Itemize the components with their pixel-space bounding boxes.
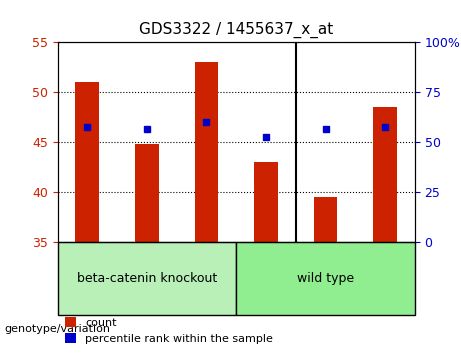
FancyBboxPatch shape <box>58 242 236 315</box>
Bar <box>254 162 278 242</box>
Bar <box>195 62 219 242</box>
Legend: count, percentile rank within the sample: count, percentile rank within the sample <box>61 313 278 348</box>
Text: genotype/variation: genotype/variation <box>5 324 111 334</box>
Bar <box>76 82 99 242</box>
Bar <box>135 144 159 242</box>
Title: GDS3322 / 1455637_x_at: GDS3322 / 1455637_x_at <box>139 22 333 38</box>
Text: wild type: wild type <box>297 272 354 285</box>
Bar <box>313 197 337 242</box>
FancyBboxPatch shape <box>236 242 415 315</box>
Text: beta-catenin knockout: beta-catenin knockout <box>77 272 217 285</box>
Bar <box>373 107 397 242</box>
